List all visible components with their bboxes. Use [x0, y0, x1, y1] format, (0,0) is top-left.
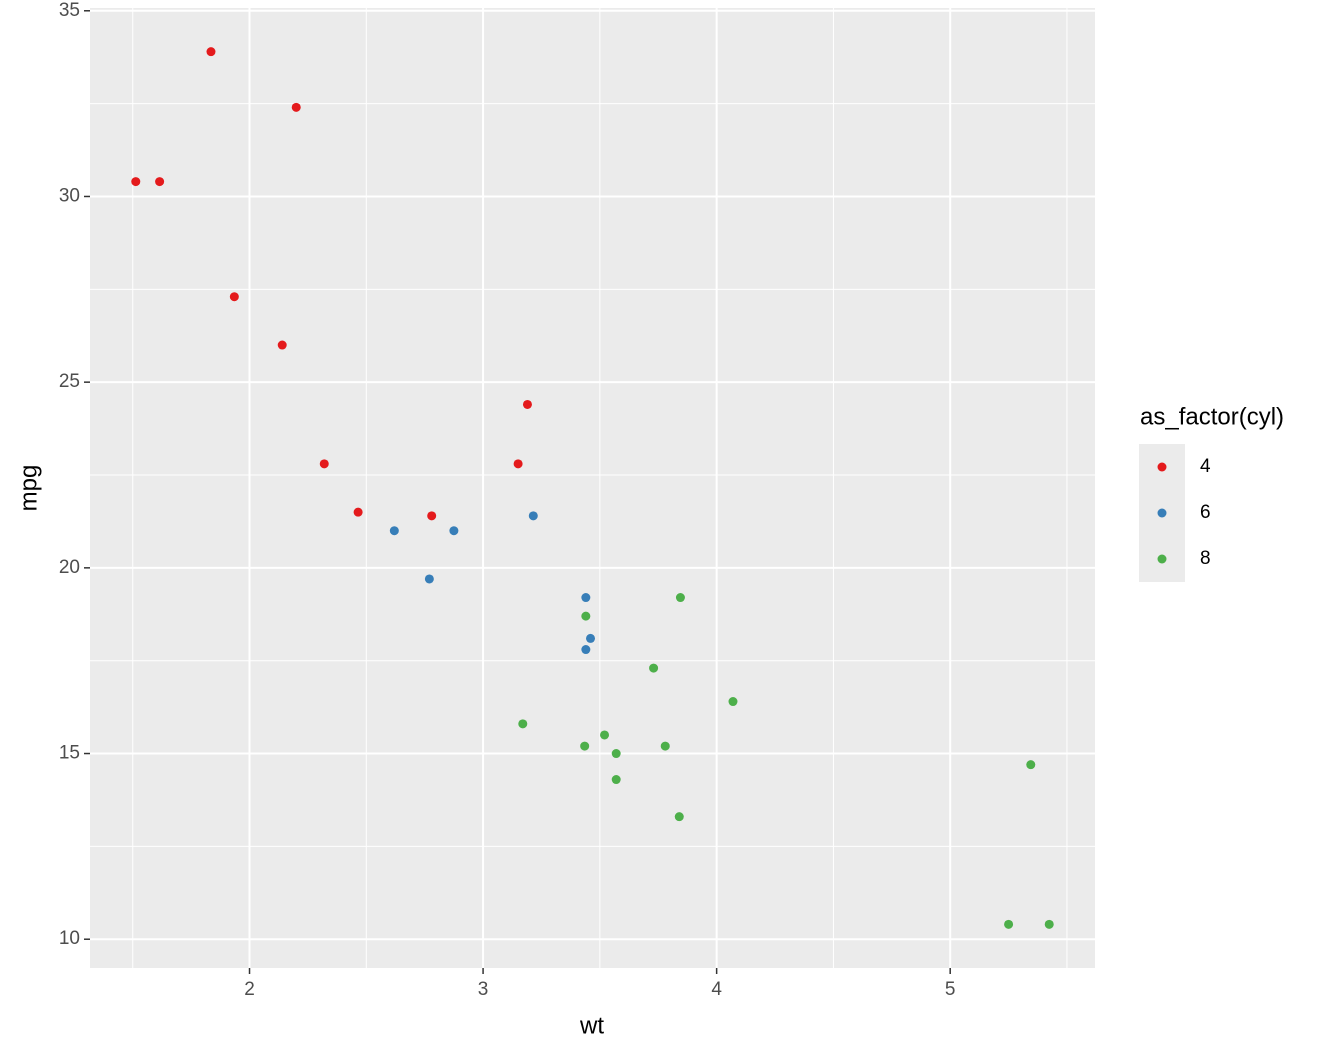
- point: [1004, 919, 1014, 929]
- point: [229, 292, 239, 302]
- y-tick-label: 15: [59, 743, 80, 764]
- point: [600, 730, 610, 740]
- point: [131, 177, 141, 187]
- point: [611, 775, 621, 785]
- point: [649, 663, 659, 673]
- y-tick-label: 10: [59, 928, 80, 949]
- point: [427, 511, 437, 521]
- point: [586, 633, 596, 643]
- panel: [90, 8, 1095, 968]
- legend-key: [1157, 554, 1167, 564]
- point: [206, 47, 216, 57]
- legend-title: as_factor(cyl): [1140, 403, 1284, 430]
- point: [424, 574, 434, 584]
- point: [675, 593, 685, 603]
- point: [528, 511, 538, 521]
- y-tick-label: 35: [59, 0, 80, 21]
- y-tick-label: 25: [59, 371, 80, 392]
- point: [291, 102, 301, 112]
- legend-key: [1157, 508, 1167, 518]
- x-tick-label: 5: [945, 979, 956, 1000]
- x-tick-label: 4: [711, 979, 722, 1000]
- x-tick-label: 3: [478, 979, 489, 1000]
- point: [449, 526, 459, 536]
- point: [353, 507, 363, 517]
- point: [581, 645, 591, 655]
- point: [319, 459, 329, 469]
- legend-label: 4: [1200, 456, 1211, 477]
- point: [155, 177, 165, 187]
- y-tick-label: 20: [59, 557, 80, 578]
- legend-label: 6: [1200, 502, 1211, 523]
- y-tick-label: 30: [59, 185, 80, 206]
- point: [1026, 760, 1036, 770]
- point: [674, 812, 684, 822]
- x-axis-label: wt: [579, 1012, 604, 1039]
- point: [728, 697, 738, 707]
- y-axis-label: mpg: [15, 465, 42, 512]
- point: [660, 741, 670, 751]
- point: [1044, 919, 1054, 929]
- point: [581, 611, 591, 621]
- point: [611, 749, 621, 759]
- legend-label: 8: [1200, 548, 1211, 569]
- point: [581, 593, 591, 603]
- point: [518, 719, 528, 729]
- x-tick-label: 2: [244, 979, 255, 1000]
- point: [389, 526, 399, 536]
- point: [513, 459, 523, 469]
- point: [580, 741, 590, 751]
- point: [277, 340, 287, 350]
- point: [522, 399, 532, 409]
- legend-key: [1157, 462, 1167, 472]
